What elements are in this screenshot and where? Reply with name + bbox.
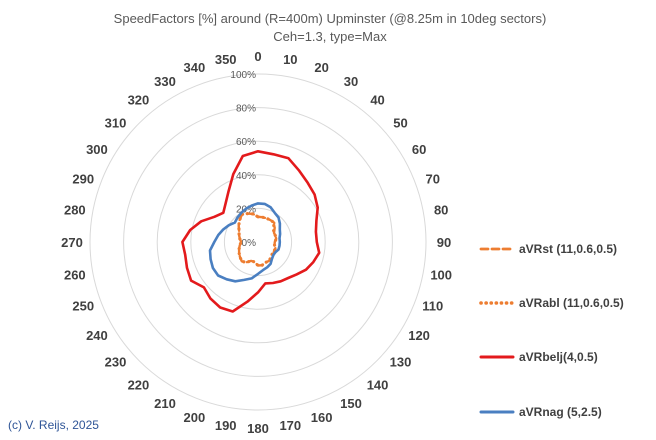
direction-label: 130 — [390, 355, 412, 370]
direction-label: 80 — [434, 203, 448, 218]
series-line — [181, 150, 321, 313]
legend: aVRst (11,0.6,0.5) aVRabl (11,0.6,0.5) aVR… — [479, 242, 624, 419]
legend-label: aVRabl (11,0.6,0.5) — [519, 296, 624, 310]
direction-label: 170 — [279, 418, 301, 433]
direction-label: 250 — [72, 299, 94, 314]
direction-label: 320 — [128, 93, 150, 108]
series-line — [208, 202, 282, 283]
direction-label: 200 — [184, 410, 206, 425]
credit-label: (c) V. Reijs, 2025 — [8, 418, 99, 432]
radial-tick-label: 60% — [236, 137, 256, 148]
radial-tick-label: 100% — [230, 70, 256, 81]
direction-label: 100 — [430, 267, 452, 282]
direction-label: 0 — [254, 49, 261, 64]
grid-ring — [223, 207, 293, 277]
direction-label: 50 — [393, 115, 407, 130]
grid-ring — [89, 73, 427, 411]
direction-label: 70 — [426, 171, 440, 186]
radar-grid — [89, 73, 427, 411]
chart-subtitle: Ceh=1.3, type=Max — [273, 29, 387, 44]
direction-label: 30 — [344, 74, 358, 89]
series-layer — [181, 150, 321, 313]
radial-tick-label: 80% — [236, 104, 256, 115]
direction-label: 290 — [72, 171, 94, 186]
direction-label: 150 — [340, 396, 362, 411]
legend-label: aVRnag (5,2.5) — [519, 405, 602, 419]
direction-label: 330 — [154, 74, 176, 89]
direction-label: 270 — [61, 235, 83, 250]
direction-label: 230 — [105, 355, 127, 370]
direction-label: 280 — [64, 203, 86, 218]
direction-label: 220 — [128, 377, 150, 392]
direction-label: 190 — [215, 418, 237, 433]
direction-label: 180 — [247, 421, 269, 436]
direction-label: 10 — [283, 52, 297, 67]
direction-label: 300 — [86, 142, 108, 157]
direction-label: 240 — [86, 328, 108, 343]
direction-label: 60 — [412, 142, 426, 157]
direction-label: 140 — [367, 377, 389, 392]
direction-label: 350 — [215, 52, 237, 67]
series-line — [237, 212, 278, 268]
direction-label: 110 — [422, 299, 443, 314]
radial-tick-label: 0% — [242, 238, 257, 249]
legend-label: aVRst (11,0.6,0.5) — [519, 242, 617, 256]
direction-label: 40 — [370, 93, 384, 108]
grid-ring — [123, 107, 393, 377]
radial-tick-label: 40% — [236, 171, 256, 182]
grid-ring — [190, 174, 326, 310]
grid-ring — [156, 140, 360, 344]
direction-label: 310 — [105, 115, 127, 130]
direction-label: 20 — [314, 60, 328, 75]
direction-label: 120 — [408, 328, 430, 343]
direction-label: 90 — [437, 235, 451, 250]
direction-label: 160 — [311, 410, 333, 425]
direction-label: 340 — [184, 60, 206, 75]
legend-label: aVRbelj(4,0.5) — [519, 350, 598, 364]
chart-title: SpeedFactors [%] around (R=400m) Upminst… — [114, 11, 547, 26]
direction-label: 210 — [154, 396, 176, 411]
direction-label: 260 — [64, 267, 86, 282]
